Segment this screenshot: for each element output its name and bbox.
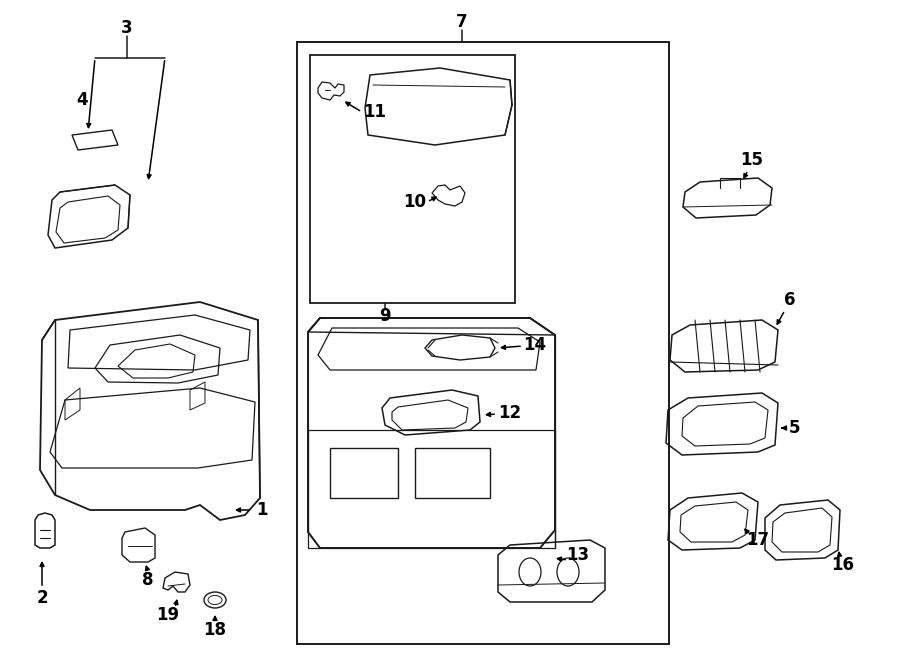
Bar: [310, 55, 515, 303]
Text: 12: 12: [499, 404, 522, 422]
Text: 16: 16: [832, 556, 854, 574]
Text: 5: 5: [789, 419, 801, 437]
Text: 9: 9: [379, 307, 391, 325]
Text: 7: 7: [456, 13, 468, 31]
Text: 3: 3: [122, 19, 133, 37]
Text: 11: 11: [364, 103, 386, 121]
Text: 15: 15: [741, 151, 763, 169]
Text: 2: 2: [36, 589, 48, 607]
Text: 19: 19: [157, 606, 180, 624]
Text: 4: 4: [76, 91, 88, 109]
Text: 6: 6: [784, 291, 796, 309]
Text: 10: 10: [403, 193, 427, 211]
Text: 13: 13: [566, 546, 590, 564]
Text: 14: 14: [524, 336, 546, 354]
Bar: [297, 42, 669, 644]
Text: 18: 18: [203, 621, 227, 639]
Text: 1: 1: [256, 501, 268, 519]
Text: 8: 8: [142, 571, 154, 589]
Text: 17: 17: [746, 531, 769, 549]
